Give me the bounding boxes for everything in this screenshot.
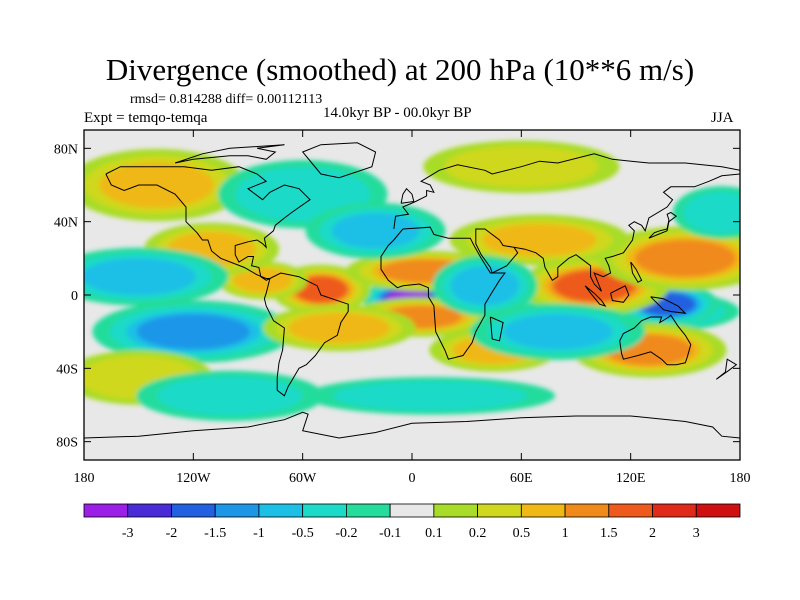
anomaly-blob <box>156 376 303 416</box>
colorbar-swatch <box>695 503 741 518</box>
colorbar: -3 -2 -1.5 -1 -0.5 -0.2 -0.1 0.1 0.2 0.5 1 1.5 2 3 <box>83 503 741 541</box>
colorbar-label: -1 <box>253 526 265 541</box>
colorbar-swatch <box>564 503 610 518</box>
coastline <box>174 144 285 164</box>
coastline <box>650 296 687 314</box>
coastline <box>715 358 738 380</box>
coastline <box>489 316 504 342</box>
stats-label: rmsd= 0.814288 diff= 0.00112113 <box>130 92 323 107</box>
colorbar-label: -0.5 <box>292 526 314 541</box>
coastlines <box>84 142 740 439</box>
anomaly-blob <box>554 270 634 302</box>
coastline <box>263 272 349 397</box>
coastline <box>475 228 519 274</box>
anomaly-blob <box>136 314 250 350</box>
coastline <box>393 153 740 230</box>
colorbar-label: 2 <box>649 526 656 541</box>
colorbar-swatch <box>520 503 566 518</box>
colorbar-swatch <box>83 503 129 518</box>
coastline <box>301 142 377 179</box>
anomaly-blob <box>84 258 196 296</box>
colorbar-swatch <box>302 503 347 518</box>
colorbar-swatch <box>127 503 172 518</box>
colorbar-swatch <box>345 503 391 518</box>
anomaly-blob <box>333 381 528 411</box>
lon-tick-label: 180 <box>730 471 751 486</box>
lon-tick-label: 60W <box>289 471 317 486</box>
colorbar-swatch <box>433 503 479 518</box>
divergence-field <box>84 140 740 421</box>
anomaly-blob <box>450 266 520 306</box>
coastline <box>610 285 630 303</box>
coastline <box>105 166 311 281</box>
colorbar-label: 1 <box>562 526 569 541</box>
experiment-label: Expt = temqo-temqa <box>84 110 208 126</box>
colorbar-label: -1.5 <box>204 526 226 541</box>
anomaly-blob <box>683 191 740 234</box>
anomaly-blob <box>502 313 613 350</box>
colorbar-swatch <box>214 503 260 518</box>
colorbar-swatch <box>258 503 304 518</box>
coastline <box>400 187 415 204</box>
lat-tick-label: 80S <box>56 436 78 451</box>
lon-tick-label: 60E <box>510 471 533 486</box>
lat-tick-label: 40N <box>54 216 78 231</box>
lon-tick-label: 180 <box>74 471 95 486</box>
colorbar-label: 1.5 <box>600 526 618 541</box>
anomaly-blob <box>294 276 347 303</box>
colorbar-swatch <box>477 503 522 518</box>
lat-tick-label: 80N <box>54 142 78 157</box>
coastline <box>380 226 506 360</box>
lat-tick-label: 0 <box>71 289 78 304</box>
lat-tick-label: 40S <box>56 362 78 377</box>
anomaly-blob <box>331 213 420 249</box>
colorbar-swatch <box>389 503 435 518</box>
colorbar-label: -3 <box>122 526 134 541</box>
coastline <box>584 285 607 307</box>
colorbar-swatch <box>171 503 216 518</box>
colorbar-label: 0.1 <box>425 526 443 541</box>
anomaly-blob <box>634 239 736 277</box>
colorbar-label: -2 <box>166 526 178 541</box>
colorbar-label: 0.2 <box>469 526 487 541</box>
colorbar-label: 3 <box>693 526 700 541</box>
lon-tick-label: 120E <box>616 471 646 486</box>
coastline <box>630 261 643 283</box>
coastline <box>513 173 740 292</box>
anomaly-blob <box>233 268 292 293</box>
colorbar-label: -0.2 <box>335 526 357 541</box>
colorbar-swatch <box>608 503 653 518</box>
anomaly-blob <box>482 223 597 257</box>
colorbar-swatch <box>652 503 697 518</box>
coastline <box>619 314 692 366</box>
colorbar-label: 0.5 <box>513 526 531 541</box>
axis-ticks: 80N 40N 0 40S 80S 180 120W 60W 0 60E 120E 180 <box>54 130 751 486</box>
period-label: 14.0kyr BP - 00.0kyr BP <box>323 105 472 121</box>
lon-tick-label: 120W <box>176 471 211 486</box>
coastline <box>84 411 740 439</box>
lon-tick-label: 0 <box>409 471 416 486</box>
season-label: JJA <box>711 110 734 126</box>
colorbar-label: -0.1 <box>379 526 401 541</box>
coastline <box>648 211 678 239</box>
plot-title: Divergence (smoothed) at 200 hPa (10**6 … <box>105 52 695 87</box>
